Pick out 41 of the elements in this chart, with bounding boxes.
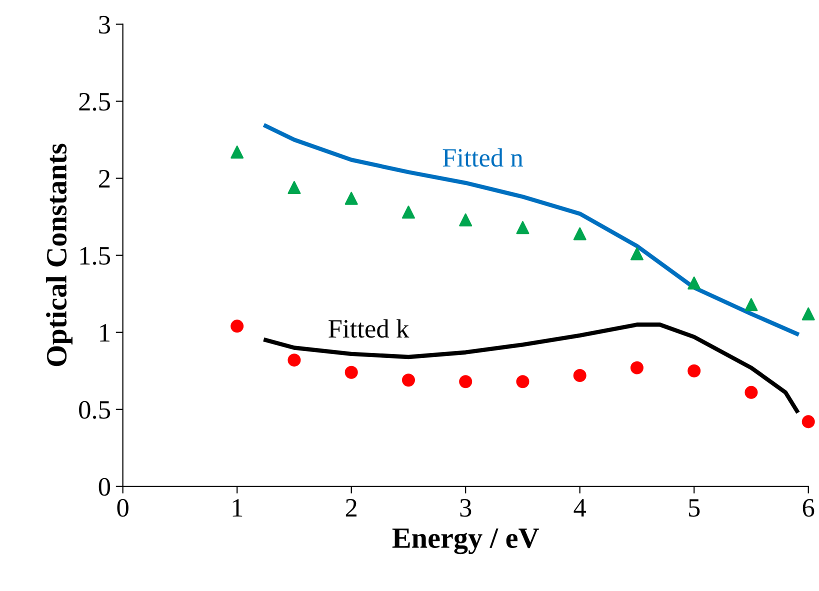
y-tick-label: 2 bbox=[99, 170, 110, 188]
point bbox=[402, 206, 415, 219]
y-tick-label: 1.5 bbox=[80, 247, 110, 265]
point bbox=[516, 375, 530, 388]
y-tick-label: 3 bbox=[99, 16, 110, 34]
point bbox=[344, 192, 358, 205]
point bbox=[802, 307, 815, 320]
point bbox=[573, 368, 586, 382]
point bbox=[802, 415, 815, 428]
x-tick-label: 5 bbox=[689, 499, 700, 517]
y-tick-label: 0 bbox=[98, 478, 110, 496]
point bbox=[744, 386, 758, 399]
line-series bbox=[264, 124, 800, 336]
y-axis-title: Optical Constants bbox=[46, 144, 73, 366]
point bbox=[630, 361, 644, 374]
point bbox=[288, 354, 301, 367]
point bbox=[688, 276, 701, 290]
point bbox=[459, 375, 472, 388]
point bbox=[630, 247, 644, 260]
x-tick-label: 0 bbox=[117, 498, 128, 517]
x-axis-title: Energy / eV bbox=[392, 528, 539, 554]
x-tick-label: 6 bbox=[802, 499, 814, 517]
point bbox=[459, 213, 472, 226]
point bbox=[744, 298, 758, 312]
y-tick-label: 0.5 bbox=[79, 400, 110, 419]
point bbox=[230, 320, 244, 333]
x-tick-label: 2 bbox=[346, 499, 356, 517]
point bbox=[402, 374, 415, 387]
series-label: Fitted n bbox=[442, 148, 524, 167]
x-tick-label: 3 bbox=[460, 499, 472, 517]
point bbox=[573, 227, 586, 240]
point bbox=[230, 146, 244, 159]
x-tick-label: 1 bbox=[232, 499, 242, 517]
point bbox=[516, 221, 530, 234]
y-tick-label: 2.5 bbox=[79, 92, 110, 111]
y-tick-label: 1 bbox=[100, 324, 110, 342]
point bbox=[688, 364, 701, 378]
series-label: Fitted k bbox=[328, 319, 410, 338]
point bbox=[344, 366, 358, 379]
x-tick-label: 4 bbox=[574, 499, 586, 517]
point bbox=[288, 181, 301, 194]
